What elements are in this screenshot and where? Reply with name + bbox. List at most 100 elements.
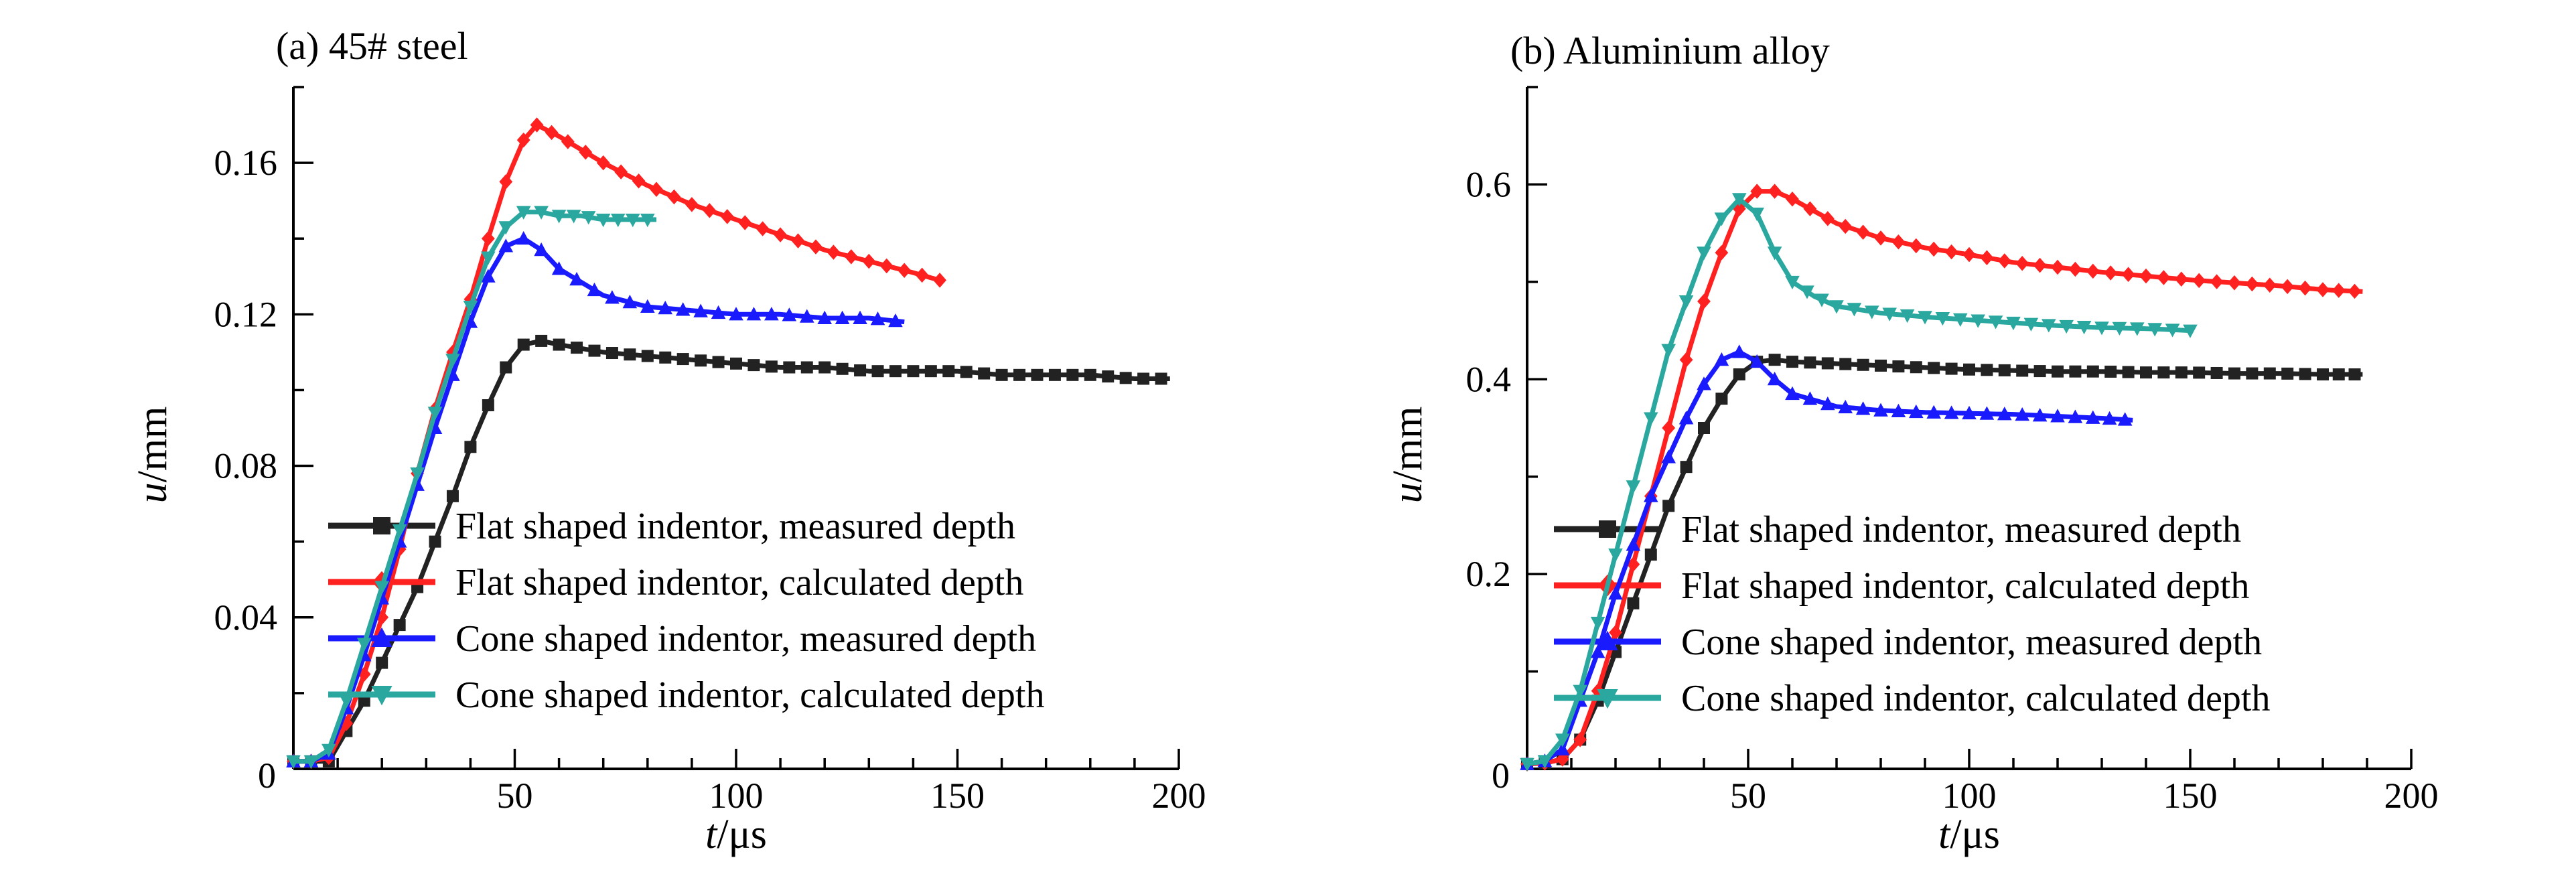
- data-point: [569, 272, 584, 286]
- data-point: [587, 282, 602, 297]
- data-point: [1856, 224, 1870, 240]
- data-point: [835, 310, 850, 324]
- legend-entry: Flat shaped indentor, calculated depth: [1554, 565, 2249, 607]
- legend-label: Cone shaped indentor, measured depth: [1681, 622, 2262, 663]
- y-tick-label: 0.16: [214, 143, 278, 183]
- data-point: [853, 310, 867, 324]
- data-point: [553, 338, 565, 351]
- legend-entry: Flat shaped indentor, calculated depth: [328, 562, 1023, 603]
- data-point: [2112, 321, 2127, 336]
- y-axis-label: u/mm: [1385, 407, 1431, 504]
- data-point: [464, 441, 477, 453]
- data-point: [1627, 597, 1640, 609]
- data-point: [2015, 255, 2029, 271]
- data-point: [376, 656, 388, 669]
- data-point: [1644, 488, 1658, 502]
- data-point: [1662, 500, 1675, 512]
- data-point: [888, 313, 903, 328]
- data-point: [2069, 365, 2082, 378]
- x-axis-label-var: t: [705, 812, 718, 857]
- data-point: [1962, 246, 1976, 263]
- y-tick-label: 0.2: [1466, 554, 1512, 594]
- data-point: [658, 301, 673, 315]
- data-point: [2023, 317, 2039, 332]
- data-point: [889, 365, 902, 378]
- data-point: [1821, 357, 1834, 370]
- data-point: [693, 303, 708, 317]
- data-point: [1732, 344, 1747, 358]
- data-point: [340, 715, 354, 731]
- data-point: [2139, 268, 2153, 284]
- data-point: [695, 354, 707, 367]
- legend-label: Flat shaped indentor, calculated depth: [455, 562, 1023, 603]
- legend-entry: Flat shaped indentor, measured depth: [328, 506, 1015, 547]
- data-point: [1013, 368, 1026, 381]
- data-point: [2348, 368, 2361, 381]
- data-point: [551, 261, 567, 275]
- data-point: [429, 535, 441, 548]
- data-point: [764, 307, 779, 321]
- data-point: [1803, 201, 1817, 217]
- data-point: [675, 302, 691, 316]
- data-point: [641, 350, 654, 362]
- y-tick-label: 0.04: [214, 597, 278, 638]
- data-point: [1785, 386, 1800, 401]
- data-point: [1800, 285, 1814, 299]
- data-point: [1820, 396, 1835, 411]
- data-point: [1820, 211, 1835, 226]
- data-point: [685, 197, 699, 212]
- data-point: [2193, 366, 2206, 379]
- series-3: [1520, 193, 2198, 772]
- data-point: [1749, 354, 1764, 368]
- legend-entry: Cone shaped indentor, calculated depth: [328, 674, 1044, 716]
- data-point: [1697, 376, 1711, 390]
- legend-label: Flat shaped indentor, measured depth: [1681, 509, 2241, 551]
- x-tick-label: 150: [2163, 776, 2218, 816]
- data-point: [1520, 757, 1534, 772]
- data-point: [2316, 282, 2330, 297]
- data-point: [1768, 184, 1782, 199]
- data-point: [2228, 275, 2241, 291]
- legend-label: Cone shaped indentor, calculated depth: [1681, 678, 2270, 719]
- data-point: [500, 361, 512, 374]
- data-point: [1971, 314, 1985, 328]
- data-point: [1714, 352, 1729, 366]
- data-point: [1732, 193, 1747, 207]
- data-point: [1962, 405, 1977, 420]
- legend-marker: [1599, 520, 1616, 538]
- data-point: [339, 695, 354, 709]
- data-point: [624, 348, 636, 361]
- data-point: [1997, 407, 2012, 421]
- series-markers: [286, 206, 655, 769]
- data-point: [640, 213, 655, 228]
- data-point: [817, 310, 832, 324]
- data-point: [1814, 293, 1829, 307]
- data-point: [1697, 246, 1711, 261]
- data-point: [1644, 549, 1657, 561]
- data-point: [498, 238, 514, 252]
- data-point: [1944, 244, 1958, 260]
- data-point: [995, 368, 1008, 381]
- y-tick-label: 0.12: [214, 294, 278, 334]
- y-tick-label: 0.4: [1466, 359, 1512, 399]
- data-point: [2192, 273, 2206, 289]
- data-point: [2175, 366, 2188, 379]
- data-point: [530, 117, 544, 133]
- data-point: [2210, 366, 2223, 379]
- data-point: [879, 258, 893, 274]
- data-point: [517, 338, 530, 351]
- data-point: [545, 125, 559, 141]
- data-point: [2157, 366, 2170, 379]
- data-point: [1084, 368, 1096, 381]
- data-point: [374, 581, 389, 595]
- data-point: [596, 155, 610, 171]
- origin-label: 0: [1492, 755, 1510, 796]
- data-point: [800, 361, 813, 374]
- data-point: [1732, 201, 1746, 217]
- data-point: [595, 213, 611, 228]
- data-point: [1137, 372, 1150, 385]
- data-point: [2348, 283, 2362, 299]
- data-point: [659, 351, 672, 364]
- legend-entry: Cone shaped indentor, measured depth: [328, 618, 1036, 660]
